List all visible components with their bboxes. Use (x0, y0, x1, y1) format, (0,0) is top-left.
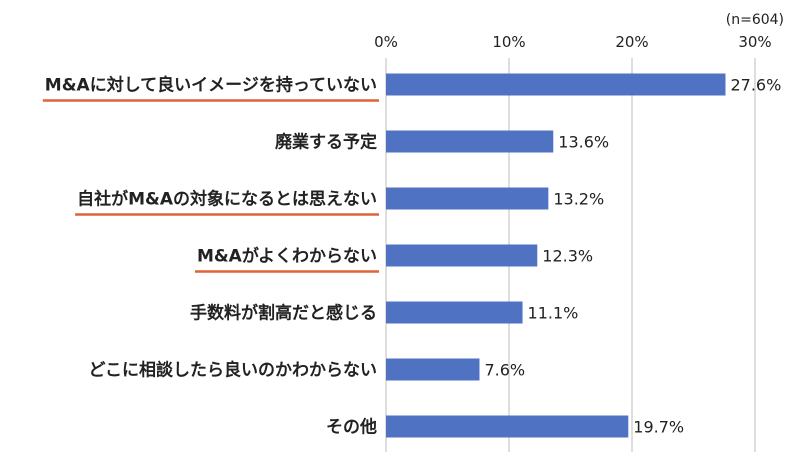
category-labels: M&Aに対して良いイメージを持っていない廃業する予定自社がM&Aの対象になるとは… (42, 75, 379, 438)
category-label: M&Aがよくわからない (197, 246, 377, 267)
bar (386, 244, 538, 267)
category-label: M&Aに対して良いイメージを持っていない (45, 75, 377, 96)
value-label: 19.7% (633, 418, 684, 437)
x-tick-label: 30% (738, 33, 771, 51)
category-label: 手数料が割高だと感じる (190, 303, 377, 324)
value-label: 7.6% (484, 361, 525, 380)
bar (386, 415, 629, 438)
value-label: 12.3% (542, 247, 593, 266)
category-label: 廃業する予定 (275, 132, 377, 153)
value-label: 13.2% (553, 190, 604, 209)
x-tick-label: 20% (615, 33, 648, 51)
bar (386, 301, 523, 324)
category-label: その他 (326, 417, 377, 438)
bar (386, 358, 480, 381)
value-label: 13.6% (558, 133, 609, 152)
bar (386, 130, 554, 153)
category-label: 自社がM&Aの対象になるとは思えない (77, 189, 377, 210)
x-axis-ticks: 0% 10% 20% 30% (374, 33, 772, 51)
x-tick-label: 10% (492, 33, 525, 51)
bar (386, 73, 726, 96)
bars (386, 73, 726, 438)
value-labels: 27.6% 13.6% 13.2% 12.3% 11.1% 7.6% 19.7% (484, 76, 781, 437)
sample-size-note: (n=604) (726, 12, 784, 28)
category-label: どこに相談したら良いのかわからない (89, 360, 378, 381)
value-label: 27.6% (730, 76, 781, 95)
value-label: 11.1% (528, 304, 579, 323)
bar (386, 187, 549, 210)
x-tick-label: 0% (374, 33, 398, 51)
